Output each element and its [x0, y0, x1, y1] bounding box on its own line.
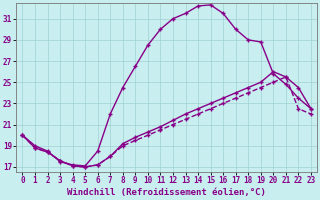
X-axis label: Windchill (Refroidissement éolien,°C): Windchill (Refroidissement éolien,°C) [67, 188, 266, 197]
